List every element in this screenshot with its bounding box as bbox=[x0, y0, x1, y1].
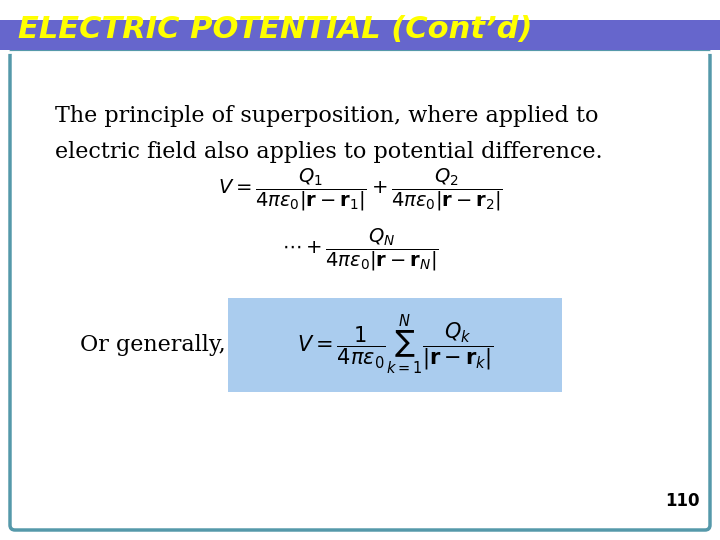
Text: $V = \dfrac{Q_1}{4\pi\varepsilon_0|\mathbf{r} - \mathbf{r}_1|} + \dfrac{Q_2}{4\p: $V = \dfrac{Q_1}{4\pi\varepsilon_0|\math… bbox=[217, 167, 503, 213]
Text: ELECTRIC POTENTIAL (Cont’d): ELECTRIC POTENTIAL (Cont’d) bbox=[18, 16, 533, 44]
Text: 110: 110 bbox=[665, 492, 700, 510]
Text: The principle of superposition, where applied to
electric field also applies to : The principle of superposition, where ap… bbox=[55, 105, 603, 163]
FancyBboxPatch shape bbox=[228, 298, 562, 392]
FancyBboxPatch shape bbox=[0, 0, 720, 20]
Text: $V = \dfrac{1}{4\pi\varepsilon_0} \sum_{k=1}^{N} \dfrac{Q_k}{|\mathbf{r} - \math: $V = \dfrac{1}{4\pi\varepsilon_0} \sum_{… bbox=[297, 314, 493, 376]
FancyBboxPatch shape bbox=[0, 0, 720, 50]
Text: Or generally,: Or generally, bbox=[80, 334, 226, 356]
FancyBboxPatch shape bbox=[10, 50, 710, 530]
Text: $\cdots + \dfrac{Q_N}{4\pi\varepsilon_0|\mathbf{r} - \mathbf{r}_N|}$: $\cdots + \dfrac{Q_N}{4\pi\varepsilon_0|… bbox=[282, 227, 438, 273]
